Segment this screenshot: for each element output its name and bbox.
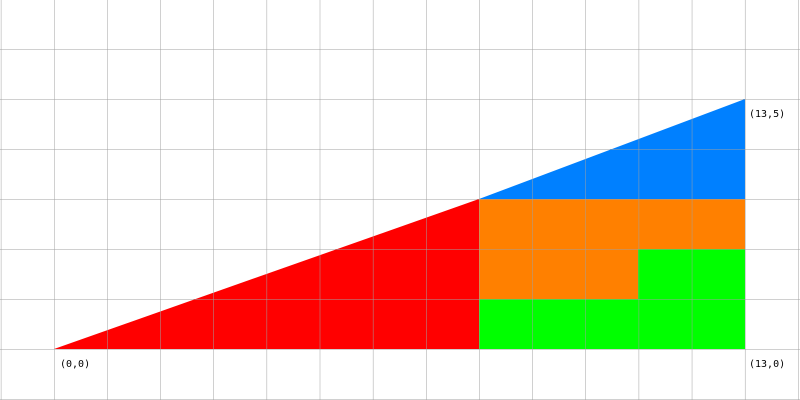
point-label: (0,0) xyxy=(60,359,90,370)
point-label: (13,0) xyxy=(749,359,785,370)
point-label: (13,5) xyxy=(749,109,785,120)
